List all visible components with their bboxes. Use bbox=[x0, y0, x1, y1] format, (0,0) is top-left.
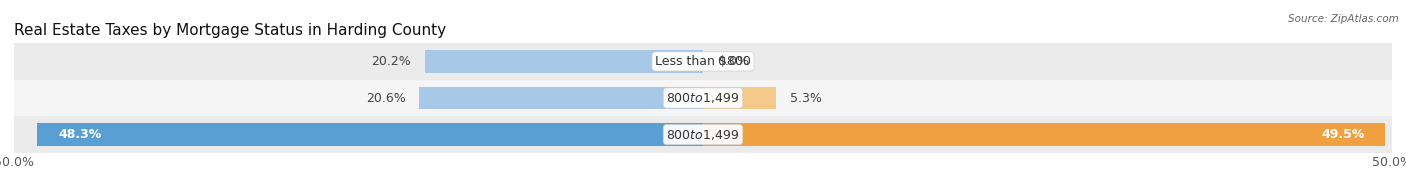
Text: 20.6%: 20.6% bbox=[366, 92, 405, 104]
Bar bbox=[419, 87, 703, 109]
Bar bbox=[14, 116, 1392, 153]
Bar bbox=[38, 123, 703, 146]
Text: 0.0%: 0.0% bbox=[717, 55, 749, 68]
Bar bbox=[703, 123, 1385, 146]
Text: Less than $800: Less than $800 bbox=[655, 55, 751, 68]
Text: 5.3%: 5.3% bbox=[790, 92, 821, 104]
Bar bbox=[14, 80, 1392, 116]
Text: 20.2%: 20.2% bbox=[371, 55, 411, 68]
Text: 48.3%: 48.3% bbox=[58, 128, 101, 141]
Bar bbox=[425, 50, 703, 73]
Text: 49.5%: 49.5% bbox=[1322, 128, 1364, 141]
Text: Real Estate Taxes by Mortgage Status in Harding County: Real Estate Taxes by Mortgage Status in … bbox=[14, 23, 446, 38]
Text: Source: ZipAtlas.com: Source: ZipAtlas.com bbox=[1288, 14, 1399, 24]
Text: $800 to $1,499: $800 to $1,499 bbox=[666, 91, 740, 105]
Text: $800 to $1,499: $800 to $1,499 bbox=[666, 128, 740, 142]
Bar bbox=[703, 87, 776, 109]
Bar bbox=[14, 43, 1392, 80]
